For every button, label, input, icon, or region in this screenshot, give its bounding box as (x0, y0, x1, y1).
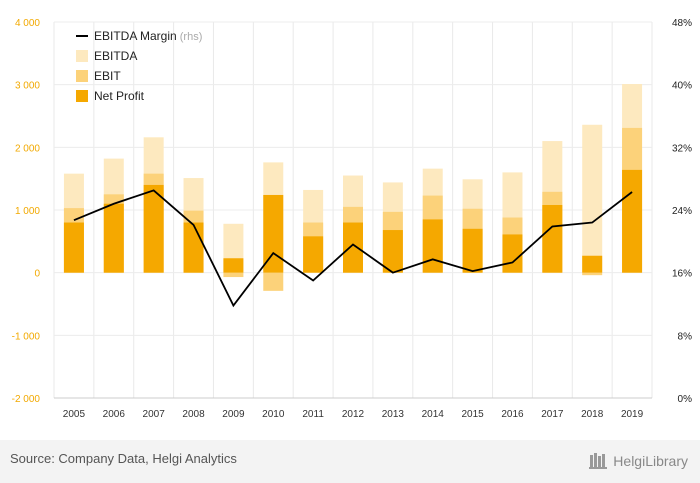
bar-net-profit (63, 222, 84, 273)
y-left-tick-label: -1 000 (12, 331, 41, 342)
helgi-library-logo[interactable]: HelgiLibrary (589, 449, 688, 473)
y-right-tick-label: 48% (672, 18, 692, 29)
legend-label-net-profit: Net Profit (94, 89, 145, 103)
x-tick-label: 2013 (382, 409, 405, 420)
bar-net-profit (502, 234, 523, 273)
x-tick-label: 2019 (621, 409, 644, 420)
bar-ebit (223, 272, 244, 278)
x-tick-label: 2014 (422, 409, 445, 420)
y-left-tick-label: 2 000 (15, 143, 40, 154)
bar-net-profit (422, 219, 443, 273)
x-tick-label: 2017 (541, 409, 564, 420)
x-tick-label: 2005 (63, 409, 86, 420)
line-ebitda-margin (73, 189, 633, 308)
y-left-tick-label: 0 (34, 269, 40, 280)
x-tick-label: 2012 (342, 409, 365, 420)
bar-net-profit (303, 236, 324, 273)
legend-swatch-ebitda (76, 50, 88, 62)
x-tick-label: 2016 (501, 409, 524, 420)
x-tick-label: 2006 (103, 409, 126, 420)
bar-net-profit (143, 184, 164, 273)
legend-label-ebit: EBIT (94, 69, 121, 83)
chart-svg: -2 000 -1 000 0 1 000 2 000 3 000 4 000 0% 8% 16%… (12, 18, 693, 420)
x-tick-label: 2008 (182, 409, 205, 420)
y-right-tick-label: 32% (672, 143, 692, 154)
legend-suffix: (rhs) (177, 31, 203, 43)
bar-net-profit (223, 258, 244, 273)
x-tick-label: 2015 (461, 409, 484, 420)
x-tick-label: 2011 (302, 409, 324, 420)
legend-swatch-net-profit (76, 90, 88, 102)
bar-net-profit (622, 169, 643, 273)
y-left-tick-label: 3 000 (15, 81, 40, 92)
x-tick-label: 2010 (262, 409, 285, 420)
bar-net-profit (462, 228, 483, 273)
y-left-tick-label: -2 000 (12, 394, 41, 405)
legend: EBITDA Margin (rhs) EBITDA EBIT Net Profit (76, 29, 202, 103)
bar-net-profit (382, 230, 403, 273)
legend-label-ebitda-margin: EBITDA Margin (rhs) (94, 29, 202, 43)
bar-net-profit (343, 222, 363, 273)
bar-ebitda (582, 124, 603, 273)
bar-net-profit (263, 194, 284, 273)
x-tick-label: 2018 (581, 409, 604, 420)
x-tick-label: 2009 (222, 409, 245, 420)
bar-net-profit (103, 203, 124, 273)
x-tick-label: 2007 (143, 409, 166, 420)
bar-ebit (263, 272, 284, 291)
bar-net-profit (183, 222, 204, 273)
bar-net-profit (582, 255, 603, 273)
bar-ebit (582, 272, 603, 276)
y-left-tick-label: 4 000 (15, 18, 40, 29)
y-right-tick-label: 16% (672, 269, 692, 280)
chart-area: -2 000 -1 000 0 1 000 2 000 3 000 4 000 0% 8% 16%… (12, 18, 693, 420)
y-right-tick-label: 24% (672, 206, 692, 217)
y-right-tick-label: 40% (672, 81, 692, 92)
logo-text: HelgiLibrary (613, 453, 688, 469)
y-right-tick-label: 8% (678, 331, 693, 342)
y-left-tick-label: 1 000 (15, 206, 40, 217)
source-text: Source: Company Data, Helgi Analytics (10, 451, 237, 466)
bar-net-profit (542, 204, 563, 273)
library-icon (589, 453, 608, 469)
footer: Source: Company Data, Helgi Analytics He… (0, 440, 700, 483)
legend-label-ebitda: EBITDA (94, 49, 137, 63)
y-right-tick-label: 0% (678, 394, 693, 405)
legend-swatch-ebit (76, 70, 88, 82)
